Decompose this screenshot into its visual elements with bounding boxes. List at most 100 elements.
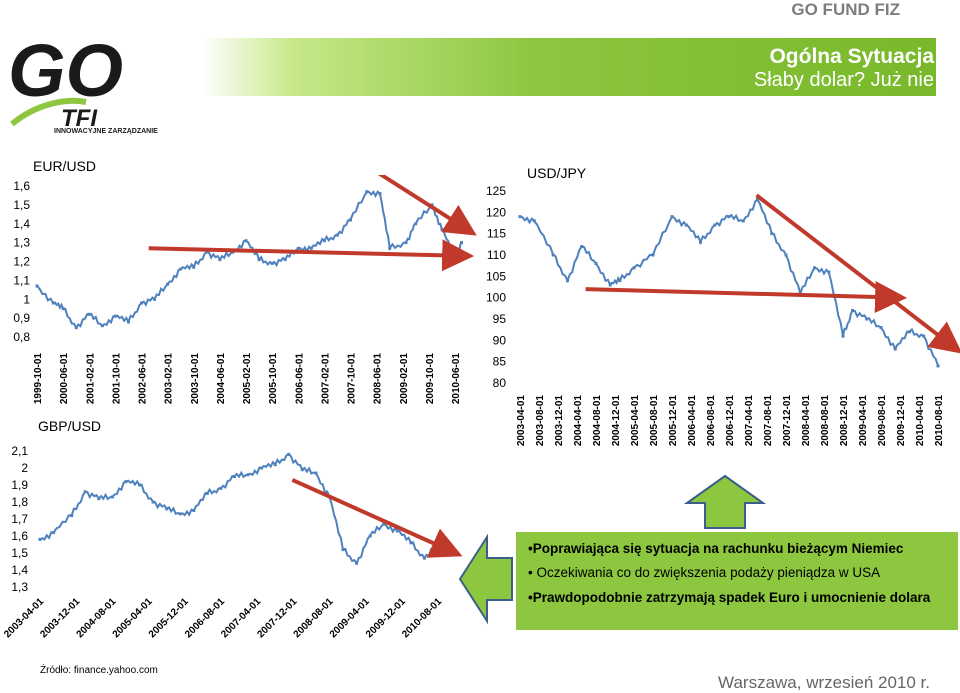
data-point [233,475,236,478]
data-point [851,309,854,312]
data-point [151,500,155,504]
x-tick-label: 2004-08-01 [592,395,603,447]
data-point [205,250,209,254]
data-point [166,282,170,286]
x-tick-label: 2008-06-01 [373,353,384,405]
logo-brand-text: TFI [61,105,98,132]
data-point [518,215,522,219]
y-tick-label: 110 [487,248,506,262]
trend-arrow [148,239,475,272]
go-tfi-logo: GO TFI INNOWACYJNE ZARZĄDZANIE [8,34,158,135]
data-point [922,334,926,338]
data-point [270,261,274,265]
x-tick-label: 2004-04-01 [573,395,584,447]
y-tick-label: 1,3 [13,236,30,250]
data-point [273,463,277,467]
x-tick-label: 2006-06-01 [294,353,305,405]
y-tick-label: 80 [493,376,507,390]
x-tick-label: 2009-12-01 [896,395,907,447]
data-point [893,347,897,351]
gbpusd-chart-title: GBP/USD [38,418,102,434]
x-tick-label: 2010-06-01 [451,353,462,405]
y-tick-label: 2,1 [11,444,28,458]
data-point [246,473,250,477]
x-tick-label: 2007-10-01 [347,353,358,405]
data-point [699,240,702,244]
info-point: • Oczekiwania co do zwiększenia podaży p… [528,565,881,580]
data-point [178,512,182,516]
y-tick-label: 115 [487,227,506,241]
data-point [165,507,169,511]
series-line [519,197,939,367]
x-tick-label: 2009-10-01 [425,353,436,405]
info-point: •Poprawiająca się sytuacja na rachunku b… [528,541,904,556]
data-point [727,215,731,219]
y-tick-label: 90 [493,333,507,347]
x-tick-label: 2001-10-01 [111,353,122,405]
y-tick-label: 1,3 [11,580,28,594]
data-point [460,241,463,245]
data-point [684,223,688,227]
x-tick-label: 2003-08-01 [535,395,546,447]
y-tick-label: 1,4 [13,217,30,231]
y-tick-label: 1,5 [13,198,30,212]
data-point [551,253,555,257]
x-tick-label: 2003-02-01 [164,353,175,405]
x-tick-label: 2007-08-01 [763,395,774,447]
title-banner [203,38,936,96]
data-point [83,490,87,494]
data-point [770,232,774,236]
data-point [97,497,101,501]
data-point [936,364,940,368]
data-point [879,326,883,329]
data-point [244,239,248,243]
x-tick-label: 2006-08-01 [706,395,717,447]
data-point [283,258,287,262]
x-tick-label: 2007-02-01 [320,353,331,405]
data-point [414,222,418,226]
data-point [38,537,42,541]
data-point [300,468,304,472]
x-tick-label: 2002-06-01 [138,353,149,405]
x-tick-label: 2000-06-01 [59,353,70,405]
y-tick-label: 1,6 [11,529,28,543]
x-tick-label: 2003-10-01 [190,353,201,405]
page-subtitle: Słaby dolar? Już nie [753,69,934,91]
x-tick-label: 2009-08-01 [877,395,888,447]
data-point [382,522,386,526]
x-tick-label: 2005-12-01 [668,395,679,447]
x-tick-label: 1999-10-01 [33,353,44,405]
data-point [632,266,636,270]
data-point [153,297,157,301]
y-tick-label: 105 [486,269,506,283]
trend-arrow [377,175,477,236]
data-point [205,492,209,495]
data-point [908,330,911,334]
y-tick-label: 1,2 [13,255,30,269]
x-tick-label: 2008-04-01 [801,395,812,447]
data-point [35,284,39,288]
x-tick-label: 2009-02-01 [399,353,410,405]
y-tick-label: 120 [486,205,506,219]
data-point [440,227,444,231]
data-point [608,283,612,287]
data-point [257,258,261,262]
x-tick-label: 2005-10-01 [268,353,279,405]
data-point [756,198,759,201]
x-tick-label: 2006-12-01 [725,395,736,447]
data-point [355,561,359,565]
x-tick-label: 2004-12-01 [611,395,622,447]
data-point [618,279,622,283]
data-point [113,314,117,318]
data-point [741,219,745,223]
data-point [126,320,130,324]
y-tick-label: 0,8 [13,330,30,344]
data-point [341,548,345,552]
y-tick-label: 0,9 [13,311,30,325]
x-tick-label: 2007-04-01 [744,395,755,447]
data-point [219,486,223,490]
y-tick-label: 125 [486,184,506,198]
x-tick-label: 2006-04-01 [687,395,698,447]
data-point [296,246,300,250]
